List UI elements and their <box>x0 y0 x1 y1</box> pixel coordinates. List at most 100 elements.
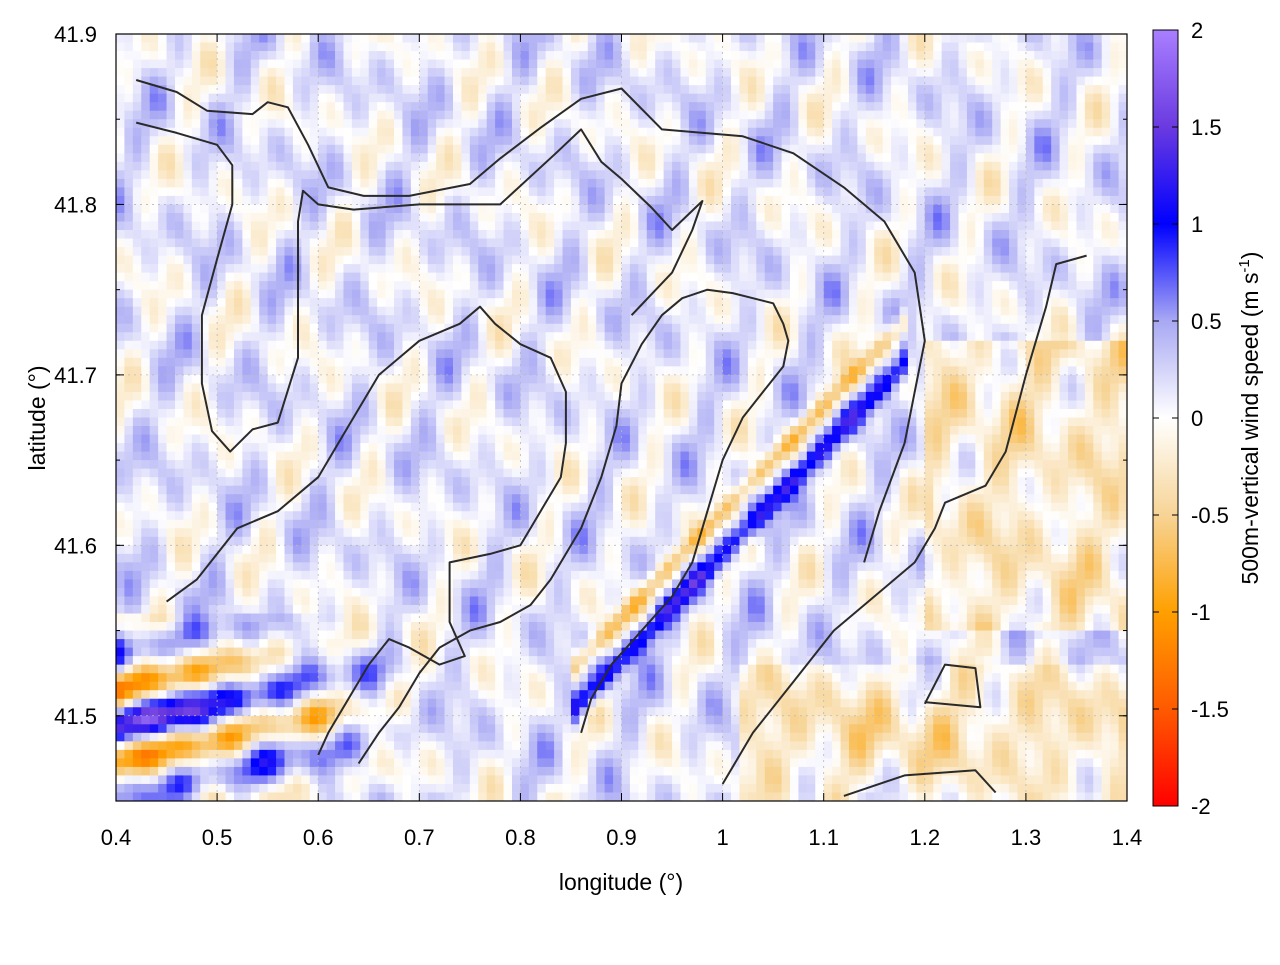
heatmap-cell <box>276 587 286 598</box>
heatmap-cell <box>562 170 572 180</box>
heatmap-cell <box>444 110 454 120</box>
heatmap-cell <box>217 485 227 495</box>
heatmap-cell <box>116 34 126 44</box>
heatmap-cell <box>233 247 243 257</box>
heatmap-cell <box>394 383 404 393</box>
heatmap-cell <box>149 622 159 632</box>
heatmap-cell <box>478 426 488 436</box>
heatmap-cell <box>208 562 218 572</box>
heatmap-cell <box>436 664 446 674</box>
heatmap-cell <box>385 673 395 683</box>
heatmap-cell <box>528 766 538 777</box>
heatmap-cell <box>478 323 488 333</box>
heatmap-cell <box>410 264 420 274</box>
heatmap-cell <box>554 349 564 359</box>
heatmap-cell <box>410 528 420 538</box>
heatmap-cell <box>166 102 176 112</box>
heatmap-cell <box>427 604 437 615</box>
heatmap-cell <box>191 724 201 734</box>
heatmap-cell <box>554 596 564 606</box>
heatmap-cell <box>132 281 142 291</box>
heatmap-cell <box>183 153 193 163</box>
heatmap-cell <box>419 136 429 146</box>
heatmap-cell <box>436 604 446 615</box>
heatmap-cell <box>486 349 496 359</box>
heatmap-cell <box>427 647 437 657</box>
heatmap-cell <box>132 783 142 794</box>
heatmap-cell <box>478 434 488 444</box>
heatmap-cell <box>554 741 564 751</box>
heatmap-cell <box>183 76 193 86</box>
heatmap-cell <box>570 758 580 768</box>
heatmap-cell <box>276 494 286 504</box>
heatmap-cell <box>158 93 168 103</box>
heatmap-cell <box>166 332 176 342</box>
heatmap-cell <box>284 647 294 657</box>
heatmap-cell <box>116 221 126 231</box>
heatmap-cell <box>570 579 580 589</box>
heatmap-cell <box>469 622 479 632</box>
heatmap-cell <box>343 596 353 606</box>
heatmap-cell <box>149 255 159 265</box>
heatmap-cell <box>495 230 505 240</box>
heatmap-cell <box>149 766 159 777</box>
heatmap-cell <box>511 664 522 674</box>
heatmap-cell <box>250 528 260 538</box>
heatmap-cell <box>579 374 589 385</box>
heatmap-cell <box>368 673 378 683</box>
heatmap-cell <box>250 42 260 52</box>
heatmap-cell <box>394 221 404 231</box>
heatmap-cell <box>242 247 252 257</box>
heatmap-cell <box>166 93 176 103</box>
heatmap-cell <box>410 545 420 555</box>
heatmap-cell <box>368 153 378 163</box>
heatmap-cell <box>116 68 126 78</box>
heatmap-cell <box>208 119 218 129</box>
heatmap-cell <box>158 161 168 171</box>
heatmap-cell <box>368 698 378 708</box>
heatmap-cell <box>511 42 522 52</box>
heatmap-cell <box>174 76 185 86</box>
heatmap-cell <box>537 528 547 538</box>
heatmap-cell <box>570 707 580 717</box>
heatmap-cell <box>250 315 260 325</box>
heatmap-cell <box>486 485 496 495</box>
heatmap-cell <box>200 272 210 282</box>
heatmap-cell <box>233 732 243 742</box>
heatmap-cell <box>166 766 176 777</box>
heatmap-cell <box>259 613 269 623</box>
heatmap-cell <box>486 698 496 708</box>
heatmap-cell <box>200 562 210 572</box>
heatmap-cell <box>410 230 420 240</box>
heatmap-cell <box>478 511 488 521</box>
heatmap-cell <box>579 332 589 342</box>
heatmap-cell <box>124 51 134 61</box>
heatmap-cell <box>217 639 227 649</box>
heatmap-cell <box>495 102 505 112</box>
heatmap-cell <box>242 178 252 188</box>
heatmap-cell <box>478 766 488 777</box>
heatmap-cell <box>436 622 446 632</box>
heatmap-cell <box>377 502 387 512</box>
heatmap-cell <box>149 562 159 572</box>
heatmap-cell <box>116 673 126 683</box>
heatmap-cell <box>419 417 429 427</box>
heatmap-cell <box>217 494 227 504</box>
heatmap-cell <box>116 783 126 794</box>
heatmap-cell <box>419 221 429 231</box>
heatmap-cell <box>335 502 345 512</box>
heatmap-cell <box>402 553 412 563</box>
heatmap-cell <box>183 715 193 725</box>
heatmap-cell <box>528 741 538 751</box>
heatmap-cell <box>495 656 505 666</box>
heatmap-cell <box>453 247 463 257</box>
heatmap-cell <box>503 758 513 768</box>
heatmap-cell <box>225 340 235 350</box>
heatmap-cell <box>309 622 319 632</box>
heatmap-cell <box>478 144 488 154</box>
heatmap-cell <box>410 195 420 206</box>
heatmap-cell <box>225 528 235 538</box>
heatmap-cell <box>444 204 454 214</box>
heatmap-cell <box>453 741 463 751</box>
heatmap-cell <box>233 749 243 759</box>
